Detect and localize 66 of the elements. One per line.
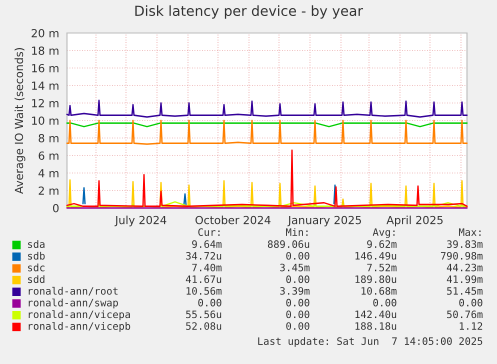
y-tick-label: 6 m — [38, 151, 58, 160]
legend-label: ronald-ann/vicepb — [28, 322, 130, 332]
text: 1.12 — [460, 322, 482, 330]
y-tick-label: 12 m — [32, 98, 58, 108]
y-tick-label: 2 m — [38, 186, 58, 195]
text: 39.83m — [447, 240, 483, 248]
x-tick-label: April 2025 — [386, 216, 443, 226]
text: 0.00 — [198, 298, 222, 306]
text: 189.80u — [355, 275, 396, 284]
line-series — [66, 120, 468, 145]
text: 7.40m — [192, 264, 222, 272]
y-tick-label: 18 m — [32, 46, 58, 55]
x-tick-label: July 2024 — [114, 216, 166, 226]
text: 188.18u — [355, 322, 396, 330]
y-tick-label: 16 m — [32, 64, 58, 72]
text: Cur: — [198, 228, 220, 236]
line-series — [66, 100, 468, 118]
y-tick-label: 20 m — [32, 28, 58, 38]
text: 41.99m — [446, 275, 483, 284]
y-tick-label: 8 m — [38, 134, 58, 142]
text: 146.49u — [355, 252, 396, 260]
legend-label: ronald-ann/root — [28, 286, 118, 296]
line-series — [66, 150, 468, 207]
text: 10.68m — [362, 287, 397, 295]
text: 50.76m — [447, 310, 483, 318]
text: 3.45m — [280, 264, 310, 272]
text: Max: — [459, 228, 481, 236]
text: 0.00 — [286, 275, 310, 284]
text: 55.56u — [186, 310, 222, 318]
text: 9.62m — [367, 240, 397, 248]
text: 52.08u — [186, 322, 222, 330]
y-tick-label: 0 — [53, 204, 59, 212]
text: 10.56m — [186, 287, 222, 295]
line-series — [66, 179, 468, 208]
y-tick-label: 14 m — [32, 82, 58, 90]
text: Avg: — [372, 228, 395, 238]
chart-title: Disk latency per device - by year — [135, 5, 364, 19]
text: 0.00 — [286, 322, 310, 330]
text: 44.23m — [446, 264, 483, 272]
text: 0.00 — [286, 298, 310, 306]
text: 0.00 — [373, 298, 396, 306]
text: 41.67u — [186, 275, 222, 284]
y-axis-title: Average IO Wait (seconds) — [14, 48, 26, 194]
y-tick-label: 10 m — [32, 116, 58, 125]
text: 0.00 — [459, 298, 482, 306]
x-tick-label: October 2024 — [195, 216, 271, 224]
text: Min: — [286, 228, 308, 236]
text: 0.00 — [286, 252, 310, 260]
legend-label: sdc — [28, 264, 44, 272]
text: 51.45m — [447, 287, 483, 295]
text: 3.39m — [280, 287, 310, 295]
text: 790.98m — [440, 252, 483, 260]
legend-label: sdd — [28, 275, 44, 284]
text: 142.40u — [355, 310, 396, 318]
y-tick-label: 4 m — [38, 169, 58, 178]
text: Last update: Sat Jun 7 14:05:00 2025 — [258, 337, 482, 347]
text: 889.06u — [268, 240, 310, 248]
legend-label: sda — [28, 240, 44, 248]
text: 34.72u — [186, 252, 222, 260]
legend-label: sdb — [28, 252, 45, 260]
text: 0.00 — [286, 310, 310, 318]
text: 9.64m — [192, 240, 222, 248]
legend-label: ronald-ann/swap — [28, 298, 118, 308]
legend-label: ronald-ann/vicepa — [28, 310, 130, 320]
x-tick-label: January 2025 — [287, 216, 361, 226]
text: 7.52m — [367, 264, 397, 272]
